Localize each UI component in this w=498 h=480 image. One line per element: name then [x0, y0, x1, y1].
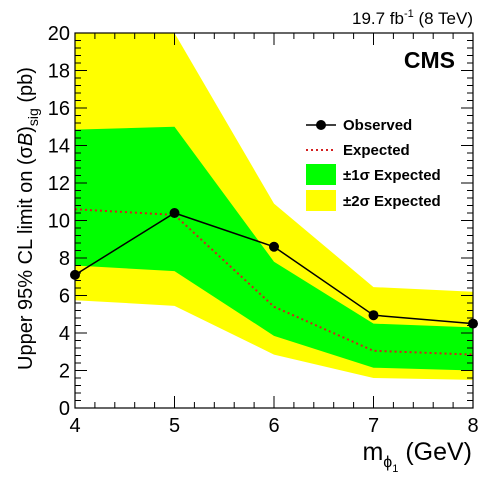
experiment-label: CMS	[404, 47, 455, 73]
observed-point	[368, 310, 379, 321]
legend-expected-label: Expected	[343, 142, 410, 159]
bands-layer	[75, 33, 473, 380]
legend-1sigma-label: ±1σ Expected	[343, 167, 441, 184]
x-tick-label: 4	[69, 415, 80, 437]
y-tick-label: 4	[59, 323, 70, 345]
legend-entry-observed: Observed	[306, 117, 412, 134]
band-1sigma	[75, 126, 473, 371]
x-tick-label: 5	[169, 415, 180, 437]
x-tick-label: 6	[268, 415, 279, 437]
observed-point	[269, 241, 279, 252]
y-tick-label: 2	[59, 361, 70, 383]
legend: Observed Expected ±1σ Expected ±2σ Expec…	[306, 117, 441, 211]
legend-entry-1sigma: ±1σ Expected	[306, 164, 441, 185]
ticks-layer: 4 5 6 7 8 0 2 4 6 8 10 12 14 16 18 20	[48, 23, 479, 437]
legend-entry-expected: Expected	[306, 142, 410, 159]
legend-observed-marker	[316, 120, 326, 130]
x-tick-label: 8	[467, 415, 478, 437]
expected-line	[74, 208, 474, 356]
legend-2sigma-swatch	[306, 190, 336, 211]
legend-1sigma-swatch	[306, 164, 336, 185]
observed-point	[169, 208, 180, 218]
y-tick-label: 18	[48, 61, 70, 83]
legend-2sigma-label: ±2σ Expected	[343, 193, 441, 210]
x-tick-label: 7	[368, 415, 379, 437]
x-axis-title: mϕ1 (GeV)	[362, 438, 472, 475]
y-tick-label: 14	[48, 136, 70, 158]
y-tick-label: 6	[59, 286, 70, 308]
y-tick-label: 10	[48, 211, 70, 233]
y-axis-title: Upper 95% CL limit on (σB)sig (pb)	[15, 67, 41, 370]
y-tick-label: 0	[59, 398, 70, 420]
y-tick-label: 20	[48, 23, 70, 45]
y-tick-label: 8	[59, 248, 70, 270]
legend-observed-label: Observed	[343, 117, 412, 134]
y-tick-label: 16	[48, 98, 70, 120]
band-2sigma	[75, 33, 473, 380]
y-tick-label: 12	[48, 173, 70, 195]
lumi-label: 19.7 fb-1 (8 TeV)	[352, 8, 473, 28]
legend-entry-2sigma: ±2σ Expected	[306, 190, 441, 211]
